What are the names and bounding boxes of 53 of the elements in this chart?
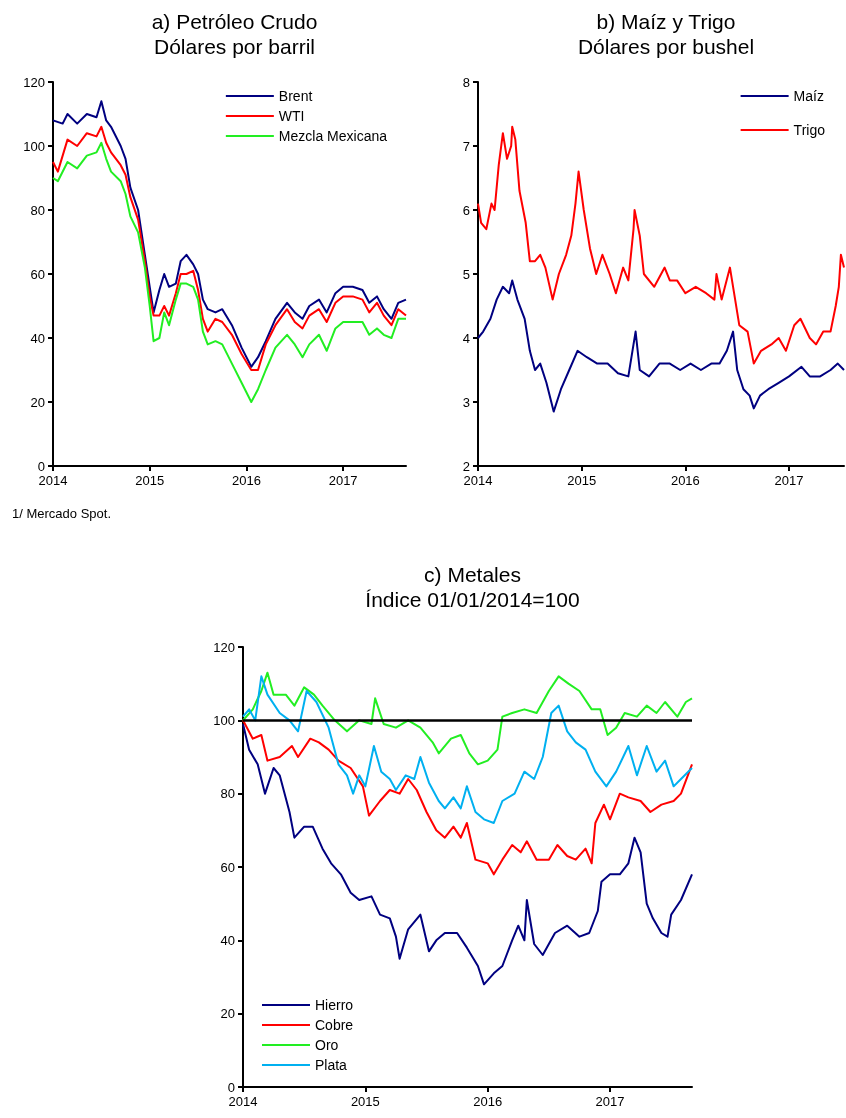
- x-tick-label: 2015: [567, 473, 597, 488]
- y-tick-label: 60: [220, 859, 235, 875]
- x-tick-label: 2014: [463, 473, 493, 488]
- line-series: [52, 141, 407, 403]
- legend-label: Mezcla Mexicana: [278, 128, 388, 144]
- x-tick-label: 2017: [328, 473, 358, 488]
- y-tick-label: 3: [462, 394, 470, 410]
- y-tick-label: 120: [23, 74, 45, 90]
- chart-subtitle: Dólares por barril: [153, 35, 316, 58]
- x-tick-label: 2017: [595, 1094, 625, 1109]
- x-tick-label: 2014: [228, 1094, 258, 1109]
- chart-subtitle: Índice 01/01/2014=100: [365, 588, 580, 611]
- y-tick-label: 80: [30, 202, 45, 218]
- x-tick-label: 2017: [774, 473, 804, 488]
- text: 1/ Mercado Spot.: [12, 506, 111, 521]
- y-tick-label: 100: [213, 712, 235, 728]
- y-tick-label: 80: [220, 786, 235, 802]
- y-tick-label: 8: [462, 74, 470, 90]
- y-tick-label: 0: [37, 458, 45, 474]
- y-tick-label: 40: [30, 330, 45, 346]
- x-tick-label: 2016: [231, 473, 261, 488]
- chart-subtitle: Dólares por bushel: [577, 35, 755, 58]
- legend-label: Trigo: [793, 122, 826, 138]
- chart-title: c) Metales: [424, 563, 521, 586]
- y-tick-label: 120: [213, 639, 235, 655]
- line-series: [242, 723, 693, 986]
- legend-label: Hierro: [315, 997, 354, 1013]
- y-tick-label: 60: [30, 266, 45, 282]
- line-series: [477, 125, 845, 365]
- chart-title: a) Petróleo Crudo: [151, 10, 318, 33]
- y-tick-label: 20: [30, 394, 45, 410]
- x-tick-label: 2016: [670, 473, 700, 488]
- y-tick-label: 40: [220, 932, 235, 948]
- x-tick-label: 2016: [473, 1094, 503, 1109]
- legend-label: Maíz: [793, 88, 824, 104]
- y-tick-label: 20: [220, 1006, 235, 1022]
- legend-label: Brent: [278, 88, 313, 104]
- x-tick-label: 2014: [38, 473, 68, 488]
- x-tick-label: 2015: [135, 473, 165, 488]
- y-tick-label: 100: [23, 138, 45, 154]
- y-tick-label: 2: [462, 458, 470, 474]
- y-tick-label: 5: [462, 266, 470, 282]
- legend-label: Cobre: [315, 1017, 354, 1033]
- y-tick-label: 0: [227, 1079, 235, 1095]
- x-tick-label: 2015: [350, 1094, 380, 1109]
- y-tick-label: 6: [462, 202, 470, 218]
- y-tick-label: 7: [462, 138, 470, 154]
- y-tick-label: 4: [462, 330, 470, 346]
- legend-label: Plata: [315, 1057, 348, 1073]
- legend-label: WTI: [278, 108, 305, 124]
- chart-title: b) Maíz y Trigo: [596, 10, 736, 33]
- legend-label: Oro: [315, 1037, 339, 1053]
- line-series: [477, 279, 845, 413]
